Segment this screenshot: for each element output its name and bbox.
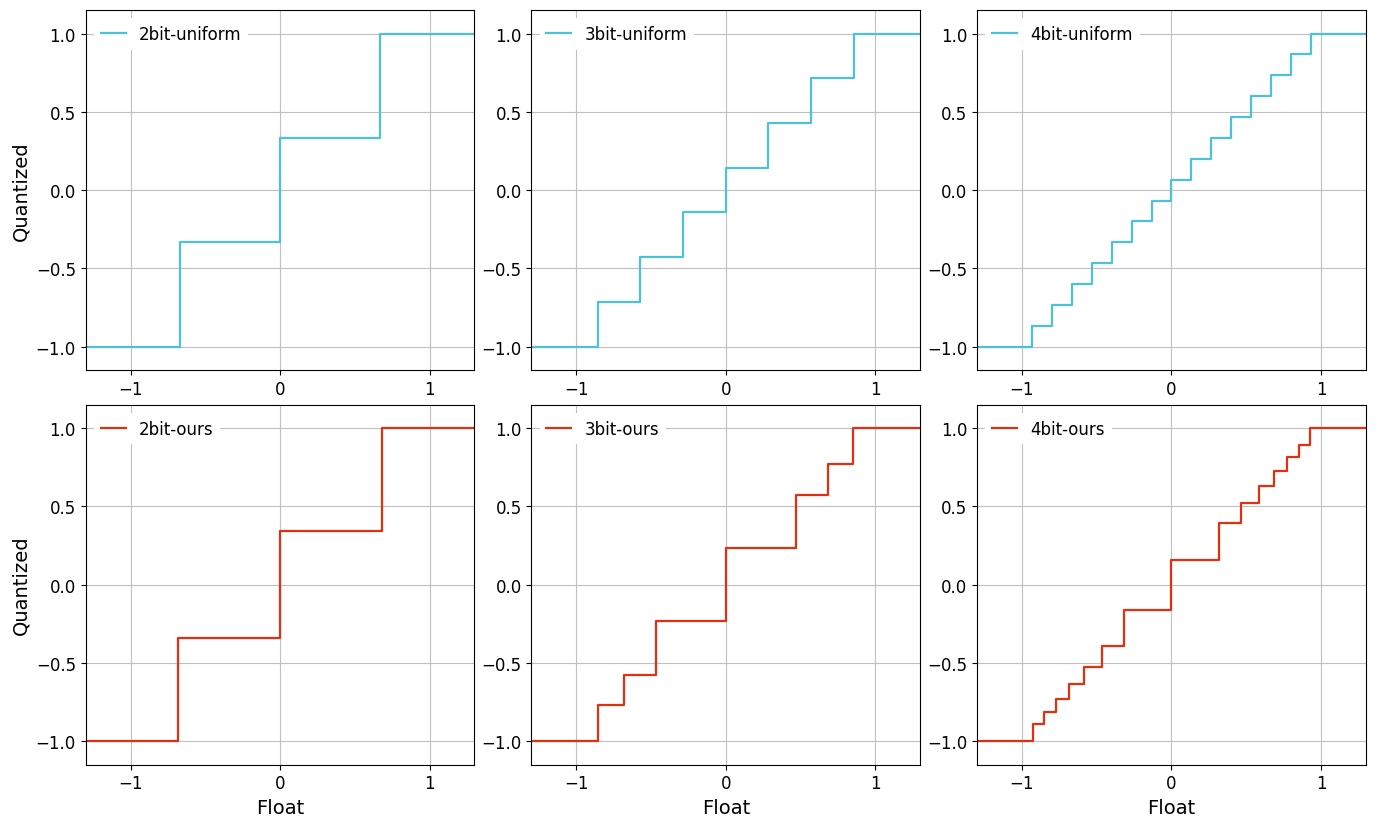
Y-axis label: Quantized: Quantized — [11, 535, 30, 635]
Legend: 2bit-uniform: 2bit-uniform — [94, 19, 248, 51]
Legend: 3bit-ours: 3bit-ours — [540, 413, 666, 445]
Legend: 3bit-uniform: 3bit-uniform — [540, 19, 694, 51]
X-axis label: Float: Float — [1147, 798, 1195, 817]
Y-axis label: Quantized: Quantized — [11, 141, 30, 241]
X-axis label: Float: Float — [702, 798, 750, 817]
Legend: 4bit-ours: 4bit-ours — [986, 413, 1111, 445]
Legend: 4bit-uniform: 4bit-uniform — [986, 19, 1140, 51]
Legend: 2bit-ours: 2bit-ours — [94, 413, 220, 445]
X-axis label: Float: Float — [256, 798, 304, 817]
